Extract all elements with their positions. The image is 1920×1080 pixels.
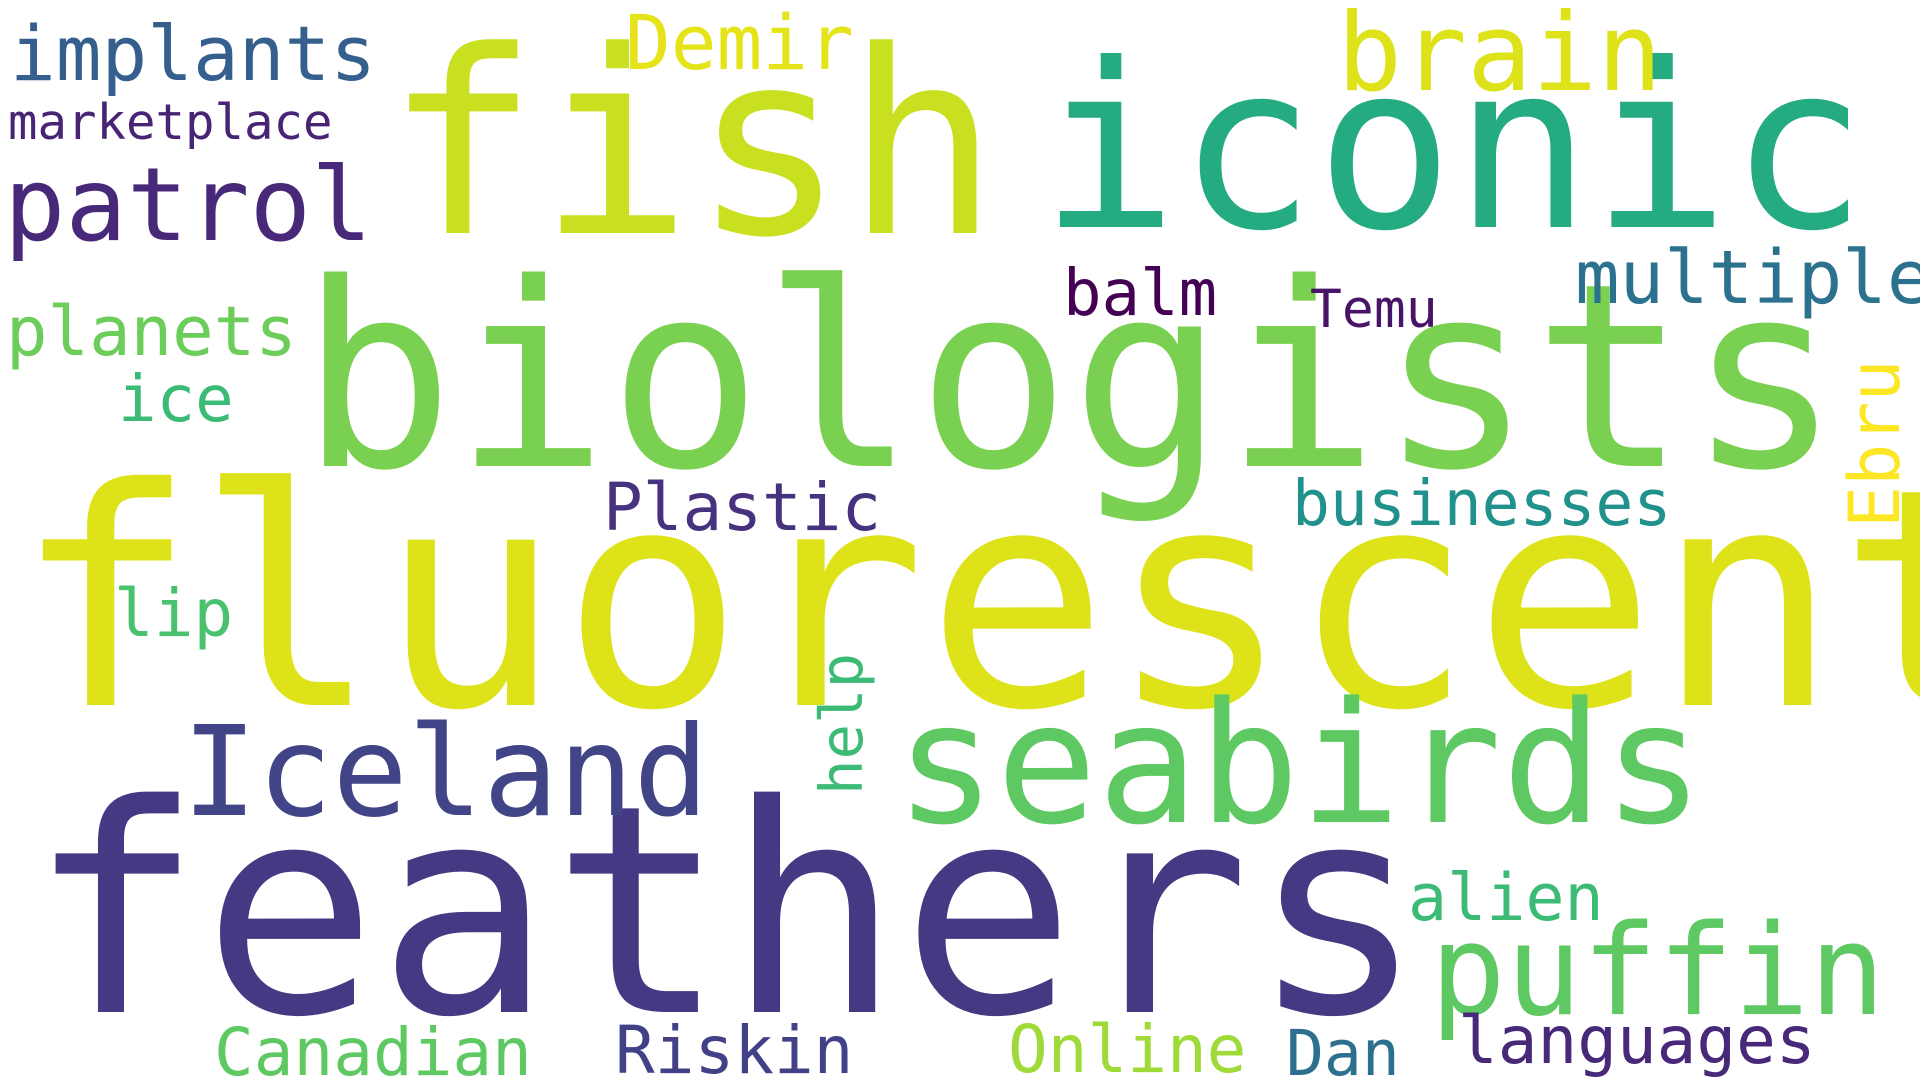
- word-lip: lip: [114, 575, 234, 652]
- word-Demir: Demir: [625, 0, 854, 87]
- word-alien: alien: [1408, 861, 1604, 936]
- word-help: help: [807, 652, 876, 795]
- word-biologists: biologists: [300, 229, 1842, 527]
- word-puffin: puffin: [1430, 897, 1886, 1044]
- word-fluorescent: fluorescent: [14, 425, 1920, 777]
- word-languages: languages: [1458, 1002, 1816, 1079]
- word-multiple: multiple: [1575, 235, 1920, 321]
- word-balm: balm: [1063, 257, 1218, 331]
- word-businesses: businesses: [1292, 467, 1672, 540]
- word-fish: fish: [385, 0, 1000, 294]
- word-Ebru: Ebru: [1834, 359, 1916, 528]
- word-Temu: Temu: [1310, 279, 1438, 340]
- word-Riskin: Riskin: [615, 1012, 854, 1080]
- word-seabirds: seabirds: [895, 666, 1705, 862]
- word-brain: brain: [1337, 0, 1663, 116]
- word-patrol: patrol: [4, 146, 373, 265]
- word-feathers: feathers: [28, 744, 1425, 1080]
- word-marketplace: marketplace: [8, 94, 333, 151]
- word-Online: Online: [1008, 1011, 1247, 1080]
- word-ice: ice: [118, 363, 234, 437]
- word-iconic: iconic: [1040, 15, 1868, 282]
- word-planets: planets: [6, 292, 297, 372]
- word-Canadian: Canadian: [214, 1014, 532, 1080]
- word-Iceland: Iceland: [182, 700, 709, 845]
- word-implants: implants: [10, 9, 377, 98]
- word-Dan: Dan: [1286, 1017, 1400, 1080]
- word-Plastic: Plastic: [603, 469, 882, 546]
